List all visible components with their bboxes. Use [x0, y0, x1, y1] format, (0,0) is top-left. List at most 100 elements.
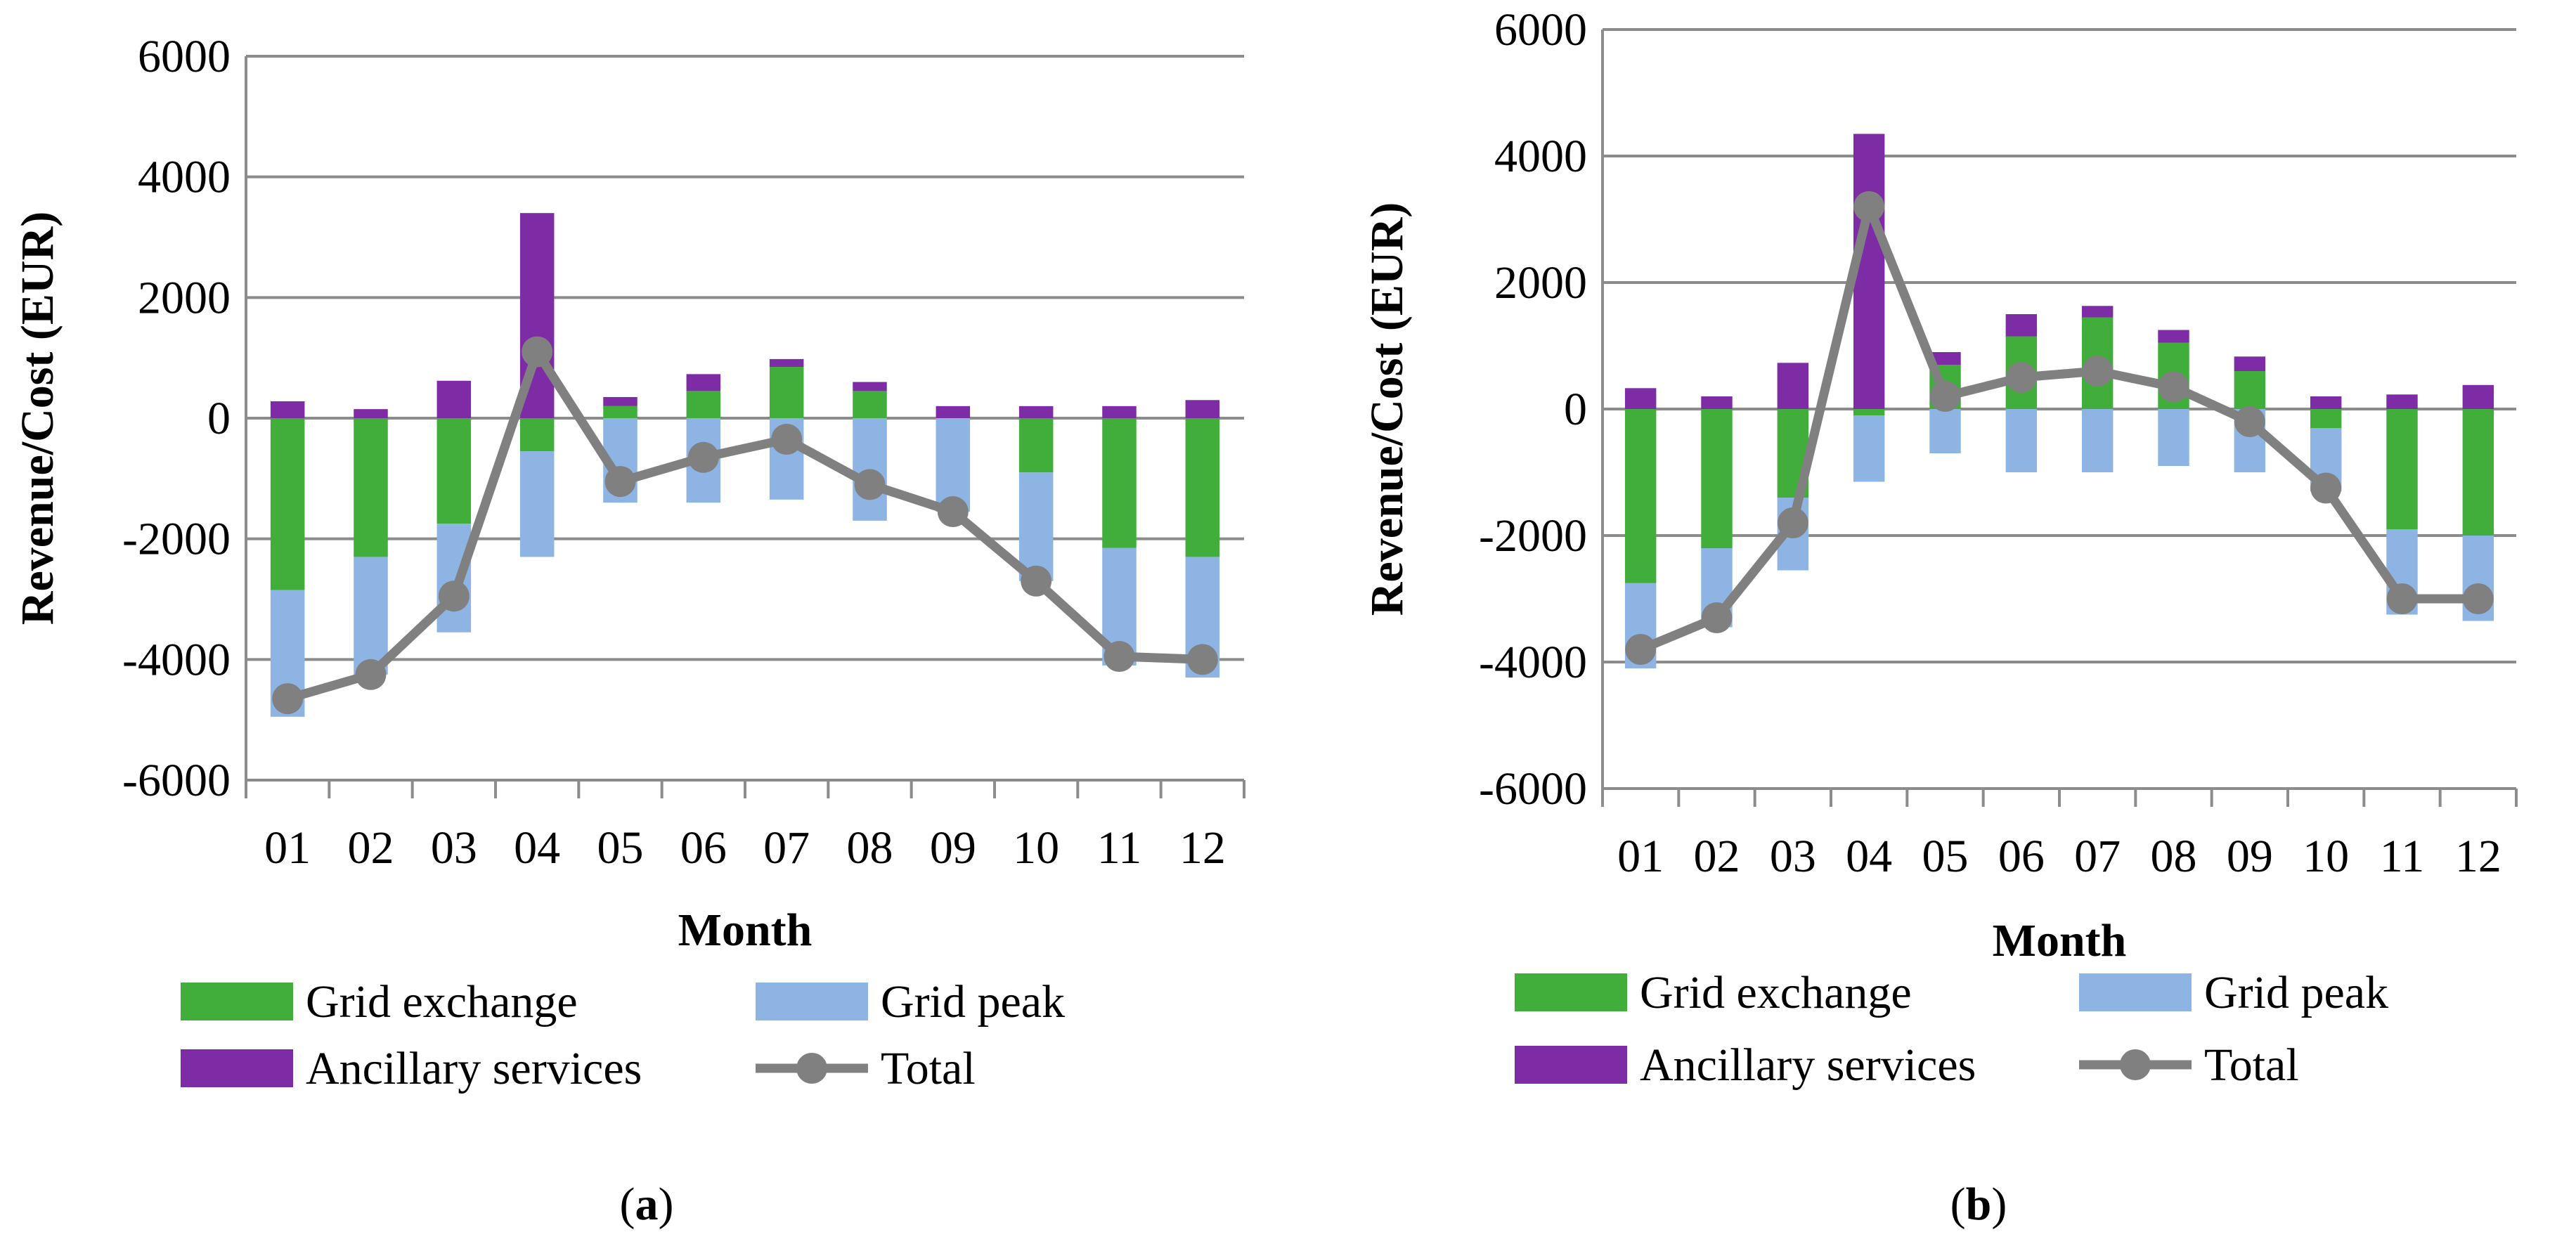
pb-bar-grid-exchange-02: [1701, 409, 1733, 548]
pb-bar-ancillary-services-10: [2310, 396, 2342, 409]
pa-y-tick-label: 2000: [138, 272, 231, 323]
pb-x-tick-label: 12: [2455, 831, 2501, 882]
pb-bar-grid-peak-04: [1853, 415, 1885, 482]
pa-x-tick-label: 01: [264, 822, 311, 874]
pa-y-tick-label: -2000: [122, 514, 231, 565]
pb-legend-swatch-grid-exchange: [1515, 973, 1627, 1011]
pb-x-tick-label: 08: [2151, 831, 2197, 882]
pb-bar-grid-peak-07: [2081, 409, 2114, 472]
pa-legend-label-ancillary-services: Ancillary services: [306, 1043, 642, 1094]
pb-bar-ancillary-services-06: [2005, 314, 2038, 337]
pa-bar-grid-peak-10: [1018, 472, 1054, 581]
pa-x-tick-label: 11: [1097, 822, 1142, 874]
pb-total-point-03: [1777, 507, 1808, 538]
pa-bar-ancillary-services-12: [1185, 400, 1220, 418]
pa-bar-grid-exchange-08: [853, 391, 887, 418]
pa-total-point-08: [854, 469, 886, 500]
pa-bar-grid-exchange-12: [1185, 418, 1220, 557]
pa-total-line: [286, 347, 1203, 704]
pb-bar-grid-exchange-01: [1624, 409, 1657, 583]
pa-legend-swatch-ancillary-services: [181, 1049, 293, 1087]
pa-x-tick-label: 07: [763, 822, 810, 874]
pb-bar-grid-exchange-11: [2386, 409, 2418, 529]
pa-x-tick-label: 06: [680, 822, 727, 874]
pa-total-point-10: [1021, 565, 1052, 597]
pa-bar-grid-peak-03: [436, 524, 472, 633]
chart-panel-a: 6000 4000 2000 0 -2000 -4000 -6000 01 02 03 04 05 06…: [12, 31, 1245, 1094]
pb-y-tick-label: -2000: [1479, 510, 1587, 562]
pa-y-axis-title: Revenue/Cost (EUR): [12, 212, 63, 625]
pa-total-point-05: [604, 466, 636, 498]
pa-total-point-09: [937, 496, 969, 528]
pa-y-tick-label: 0: [207, 393, 231, 444]
pa-bar-ancillary-services-01: [270, 401, 305, 418]
pa-total-point-04: [522, 336, 553, 368]
pa-bar-grid-peak-09: [936, 418, 971, 512]
pa-legend-label-grid-peak: Grid peak: [881, 976, 1065, 1028]
pa-total-point-06: [687, 441, 719, 473]
pb-x-tick-label: 04: [1846, 831, 1892, 882]
chart-panel-b: 6000 4000 2000 0 -2000 -4000 -6000 01 02 03 04 05 06…: [1361, 4, 2518, 1091]
pa-x-tick-label: 08: [847, 822, 893, 874]
pb-legend-label-grid-peak: Grid peak: [2204, 967, 2388, 1018]
pa-x-tick-label: 09: [930, 822, 976, 874]
pb-total-point-01: [1625, 634, 1657, 665]
pb-bar-ancillary-services-01: [1624, 388, 1657, 409]
caption-a: (a): [620, 1179, 674, 1230]
pa-bar-grid-exchange-06: [686, 391, 721, 418]
pa-y-tick-label: 4000: [138, 152, 231, 203]
pb-total-line: [1638, 202, 2478, 654]
pa-bar-ancillary-services-10: [1018, 406, 1054, 418]
pb-y-tick-label: 4000: [1494, 131, 1587, 182]
pb-y-tick-label: -4000: [1479, 637, 1587, 688]
pa-legend-swatch-grid-exchange: [181, 983, 293, 1020]
caption-b: (b): [1950, 1179, 2007, 1230]
pa-x-tick-label: 02: [348, 822, 394, 874]
pb-legend-swatch-grid-peak: [2079, 973, 2192, 1011]
pb-bar-ancillary-services-04: [1853, 134, 1885, 409]
pa-bar-grid-exchange-11: [1102, 418, 1137, 548]
pb-total-point-12: [2462, 583, 2494, 614]
pa-bar-ancillary-services-05: [603, 396, 637, 406]
pa-total-point-02: [355, 659, 387, 690]
pb-bar-grid-peak-05: [1929, 409, 1961, 453]
pa-total-point-01: [272, 683, 304, 715]
pb-total-point-04: [1853, 191, 1885, 222]
pb-bar-ancillary-services-11: [2386, 394, 2418, 409]
pb-legend-label-total: Total: [2204, 1039, 2299, 1091]
pb-total-point-10: [2310, 472, 2342, 504]
pb-total-point-06: [2005, 362, 2037, 393]
pb-total-point-11: [2386, 583, 2418, 614]
pa-bar-ancillary-services-09: [936, 406, 971, 418]
pa-legend-swatch-grid-peak: [756, 983, 868, 1020]
pb-x-tick-label: 11: [2380, 831, 2425, 882]
pa-bar-grid-exchange-02: [354, 418, 388, 557]
pb-total-point-09: [2234, 406, 2265, 437]
pb-total-point-08: [2158, 371, 2189, 403]
pa-bar-grid-peak-04: [519, 451, 555, 557]
pa-legend-label-total: Total: [881, 1043, 976, 1094]
pb-legend-label-grid-exchange: Grid exchange: [1640, 967, 1912, 1018]
pa-bar-ancillary-services-11: [1102, 406, 1137, 418]
pb-legend-label-ancillary-services: Ancillary services: [1640, 1039, 1976, 1091]
pb-bar-grid-exchange-04: [1853, 409, 1885, 415]
pa-legend-label-grid-exchange: Grid exchange: [306, 976, 578, 1028]
pa-bar-grid-exchange-03: [436, 418, 472, 524]
pb-x-tick-label: 03: [1770, 831, 1816, 882]
pb-x-tick-label: 05: [1922, 831, 1969, 882]
pa-total-point-11: [1103, 641, 1135, 673]
pa-y-tick-label: -4000: [122, 634, 231, 685]
pb-x-tick-label: 09: [2227, 831, 2273, 882]
pb-bar-grid-exchange-09: [2234, 371, 2266, 409]
pb-y-axis-title: Revenue/Cost (EUR): [1361, 202, 1413, 616]
pb-bar-ancillary-services-03: [1777, 363, 1809, 409]
pb-x-tick-label: 02: [1694, 831, 1740, 882]
pa-x-tick-label: 12: [1179, 822, 1226, 874]
pb-x-tick-label: 06: [1998, 831, 2045, 882]
pb-bar-grid-exchange-12: [2462, 409, 2494, 536]
pb-bar-ancillary-services-08: [2158, 330, 2189, 343]
pb-x-tick-label: 01: [1617, 831, 1664, 882]
pb-bar-grid-peak-08: [2158, 409, 2189, 466]
pa-bar-grid-exchange-01: [270, 418, 305, 590]
